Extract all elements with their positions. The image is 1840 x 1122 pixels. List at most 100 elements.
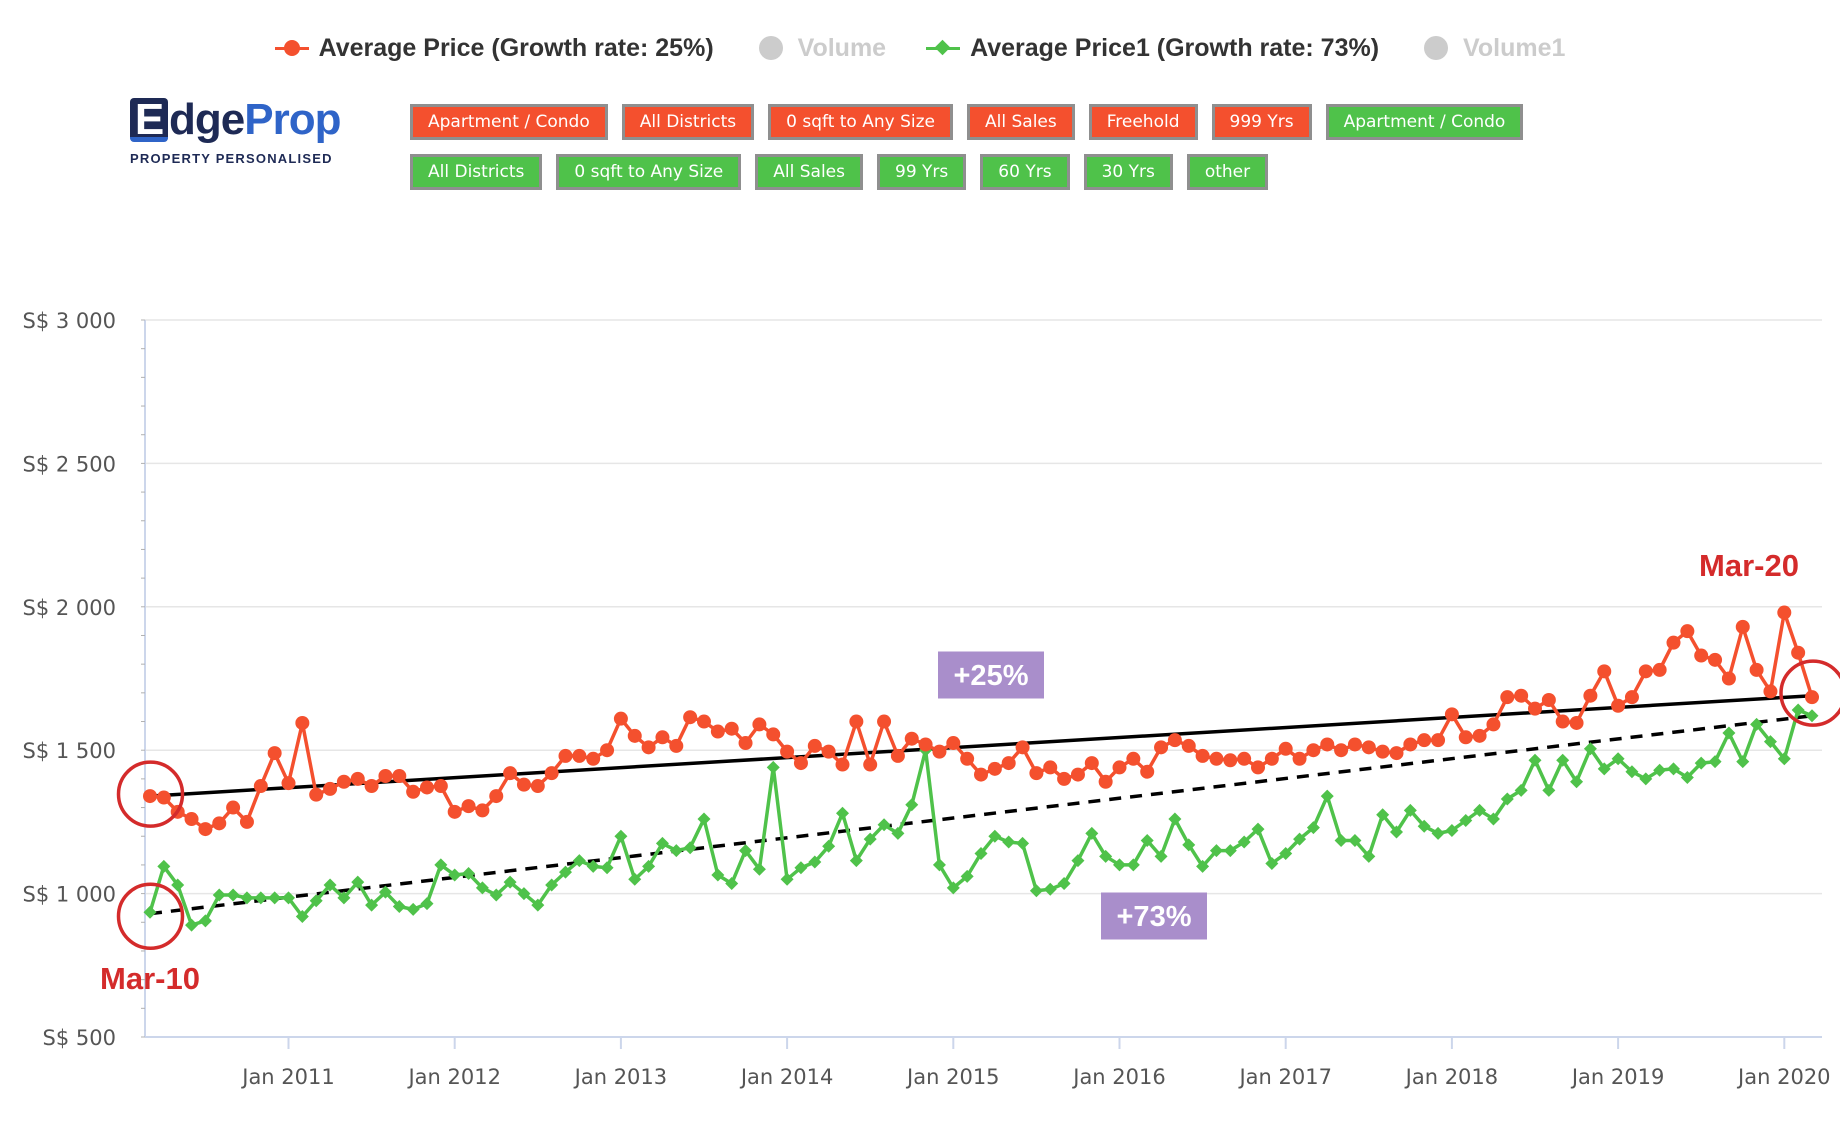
data-point <box>808 855 822 869</box>
data-point <box>904 731 919 746</box>
data-point <box>1667 762 1680 776</box>
data-point <box>710 724 725 739</box>
data-point <box>1680 770 1694 784</box>
data-point <box>475 881 489 895</box>
series-average-price1 <box>143 703 1819 932</box>
filter-button[interactable]: All Districts <box>621 104 755 140</box>
filter-button[interactable]: Apartment / Condo <box>1325 104 1524 140</box>
data-point <box>1265 856 1279 870</box>
legend-item-average-price1[interactable]: Average Price1 (Growth rate: 73%) <box>926 34 1379 63</box>
filter-button[interactable]: All Sales <box>755 154 863 190</box>
data-point <box>1514 783 1528 797</box>
data-point <box>1403 803 1417 817</box>
data-point <box>960 869 974 883</box>
data-point <box>836 806 849 820</box>
filter-button[interactable]: All Districts <box>410 154 543 190</box>
data-point <box>1016 836 1030 850</box>
data-point <box>1763 735 1777 749</box>
data-point <box>572 748 587 763</box>
filter-button[interactable]: 0 sqft to Any Size <box>768 104 953 140</box>
data-point <box>1167 733 1182 748</box>
data-point <box>724 721 739 736</box>
data-point <box>1043 882 1057 896</box>
legend-item-average-price[interactable]: Average Price (Growth rate: 25%) <box>274 34 714 63</box>
data-point <box>1334 743 1349 758</box>
data-point <box>1666 635 1681 650</box>
x-tick-label: Jan 2014 <box>739 1065 834 1089</box>
data-point <box>655 730 670 745</box>
data-point <box>697 714 711 729</box>
data-point <box>752 717 767 732</box>
data-point <box>1279 846 1293 860</box>
data-point <box>309 787 324 802</box>
data-point <box>295 910 309 924</box>
data-point <box>932 744 947 759</box>
data-point <box>420 780 434 795</box>
data-point <box>226 800 241 815</box>
data-point <box>1113 858 1126 872</box>
data-point <box>1182 838 1196 852</box>
data-point <box>295 715 310 730</box>
data-point <box>1251 760 1265 775</box>
data-point <box>143 905 157 919</box>
data-point <box>1597 762 1611 776</box>
data-point <box>239 814 254 829</box>
data-point <box>877 818 891 832</box>
data-point <box>1431 826 1445 840</box>
data-point <box>240 891 254 905</box>
data-point <box>156 790 171 805</box>
badge-label: +73% <box>1117 901 1192 933</box>
data-point <box>212 816 227 831</box>
data-point <box>323 878 337 892</box>
data-point <box>1721 671 1736 686</box>
data-point <box>530 779 545 794</box>
y-tick-label: S$ 1 000 <box>23 883 117 907</box>
data-point <box>1652 662 1667 677</box>
filter-button[interactable]: Apartment / Condo <box>410 104 608 140</box>
legend-circle-marker-icon <box>754 36 788 60</box>
data-point <box>434 858 448 872</box>
data-point <box>988 829 1002 843</box>
data-point <box>1140 764 1155 779</box>
data-point <box>503 875 517 889</box>
data-point <box>1777 752 1791 766</box>
logo-tagline: PROPERTY PERSONALISED <box>130 151 333 166</box>
data-point <box>1694 648 1709 663</box>
data-point <box>697 812 711 826</box>
legend-item-volume[interactable]: Volume <box>754 34 886 63</box>
x-tick-label: Jan 2018 <box>1404 1065 1499 1089</box>
data-point <box>433 779 448 794</box>
y-tick-label: S$ 1 500 <box>23 739 117 763</box>
filter-button[interactable]: All Sales <box>967 104 1075 140</box>
highlight-circle <box>116 760 185 828</box>
data-point <box>1085 826 1099 840</box>
filter-button[interactable]: 0 sqft to Any Size <box>556 154 742 190</box>
data-point <box>932 858 946 872</box>
filter-button[interactable]: Freehold <box>1088 104 1198 140</box>
data-point <box>1708 652 1723 667</box>
data-point <box>1196 859 1210 873</box>
data-point <box>517 887 531 901</box>
filter-button[interactable]: 999 Yrs <box>1211 104 1312 140</box>
legend-item-volume1[interactable]: Volume1 <box>1419 34 1565 63</box>
filter-button[interactable]: 60 Yrs <box>980 154 1070 190</box>
data-point <box>849 714 864 729</box>
data-point <box>1071 854 1085 868</box>
x-tick-label: Jan 2012 <box>406 1065 501 1089</box>
data-point <box>1459 813 1473 827</box>
data-point <box>987 761 1002 776</box>
filter-button[interactable]: other <box>1186 154 1269 190</box>
data-point <box>226 888 240 902</box>
data-point <box>1611 698 1626 713</box>
data-point <box>1791 645 1806 660</box>
filter-button[interactable]: 30 Yrs <box>1083 154 1173 190</box>
filter-button[interactable]: 99 Yrs <box>877 154 967 190</box>
data-point <box>1791 703 1805 717</box>
data-point <box>1237 835 1251 849</box>
data-point <box>918 737 933 752</box>
annotation-end-date: Mar-20 <box>1699 548 1799 583</box>
data-point <box>1140 834 1154 848</box>
data-point <box>600 861 614 875</box>
data-point <box>1570 775 1584 789</box>
